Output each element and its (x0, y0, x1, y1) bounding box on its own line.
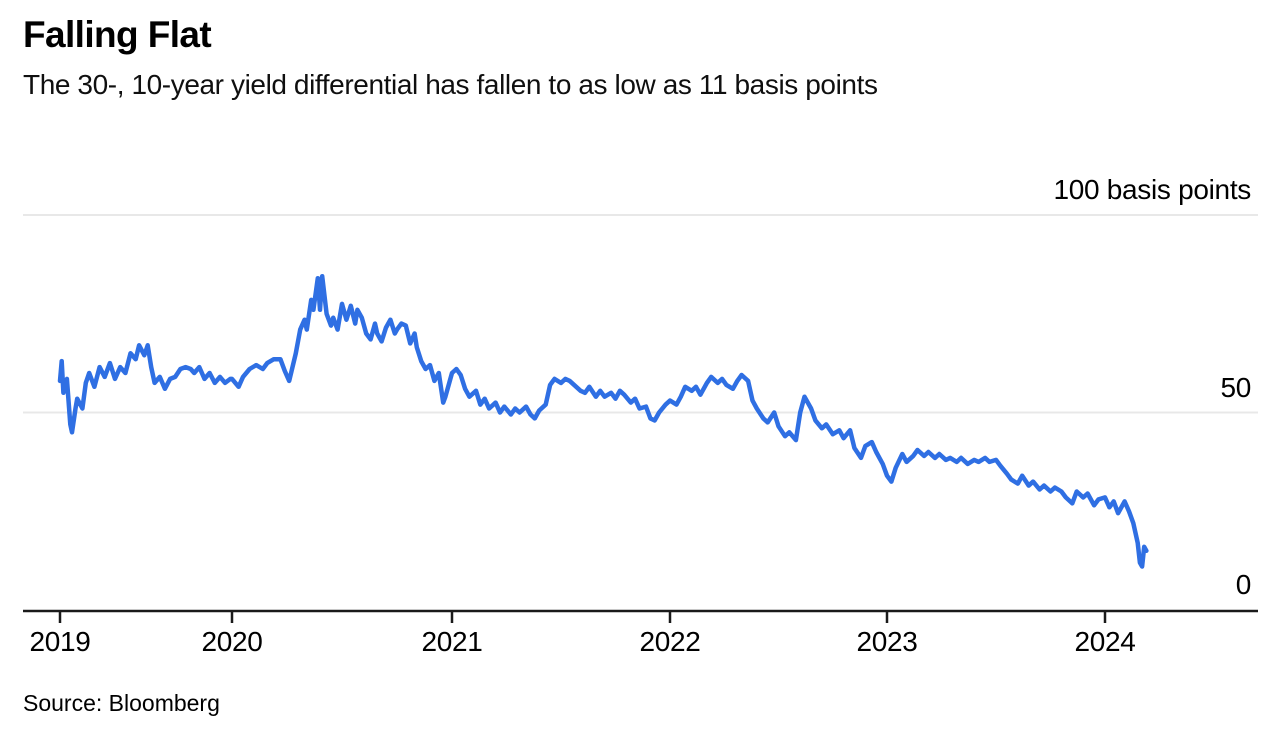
gridlines (23, 214, 1258, 414)
x-axis-label-2024: 2024 (1074, 626, 1136, 657)
x-axis (23, 609, 1258, 623)
source-note: Source: Bloomberg (23, 690, 220, 716)
x-axis-label-2019: 2019 (29, 626, 91, 657)
y-axis-label-50: 50 (1220, 372, 1251, 403)
x-axis-label-2023: 2023 (856, 626, 918, 657)
y-axis-label-0: 0 (1235, 569, 1252, 600)
x-axis-label-2021: 2021 (421, 626, 483, 657)
x-axis-label-2022: 2022 (639, 626, 701, 657)
chart-title: Falling Flat (23, 14, 212, 55)
spread-line (57, 273, 1149, 569)
x-axis-label-2020: 2020 (201, 626, 263, 657)
chart-subtitle: The 30-, 10-year yield differential has … (23, 69, 878, 100)
y-axis-label-100: 100 basis points (1053, 174, 1251, 205)
